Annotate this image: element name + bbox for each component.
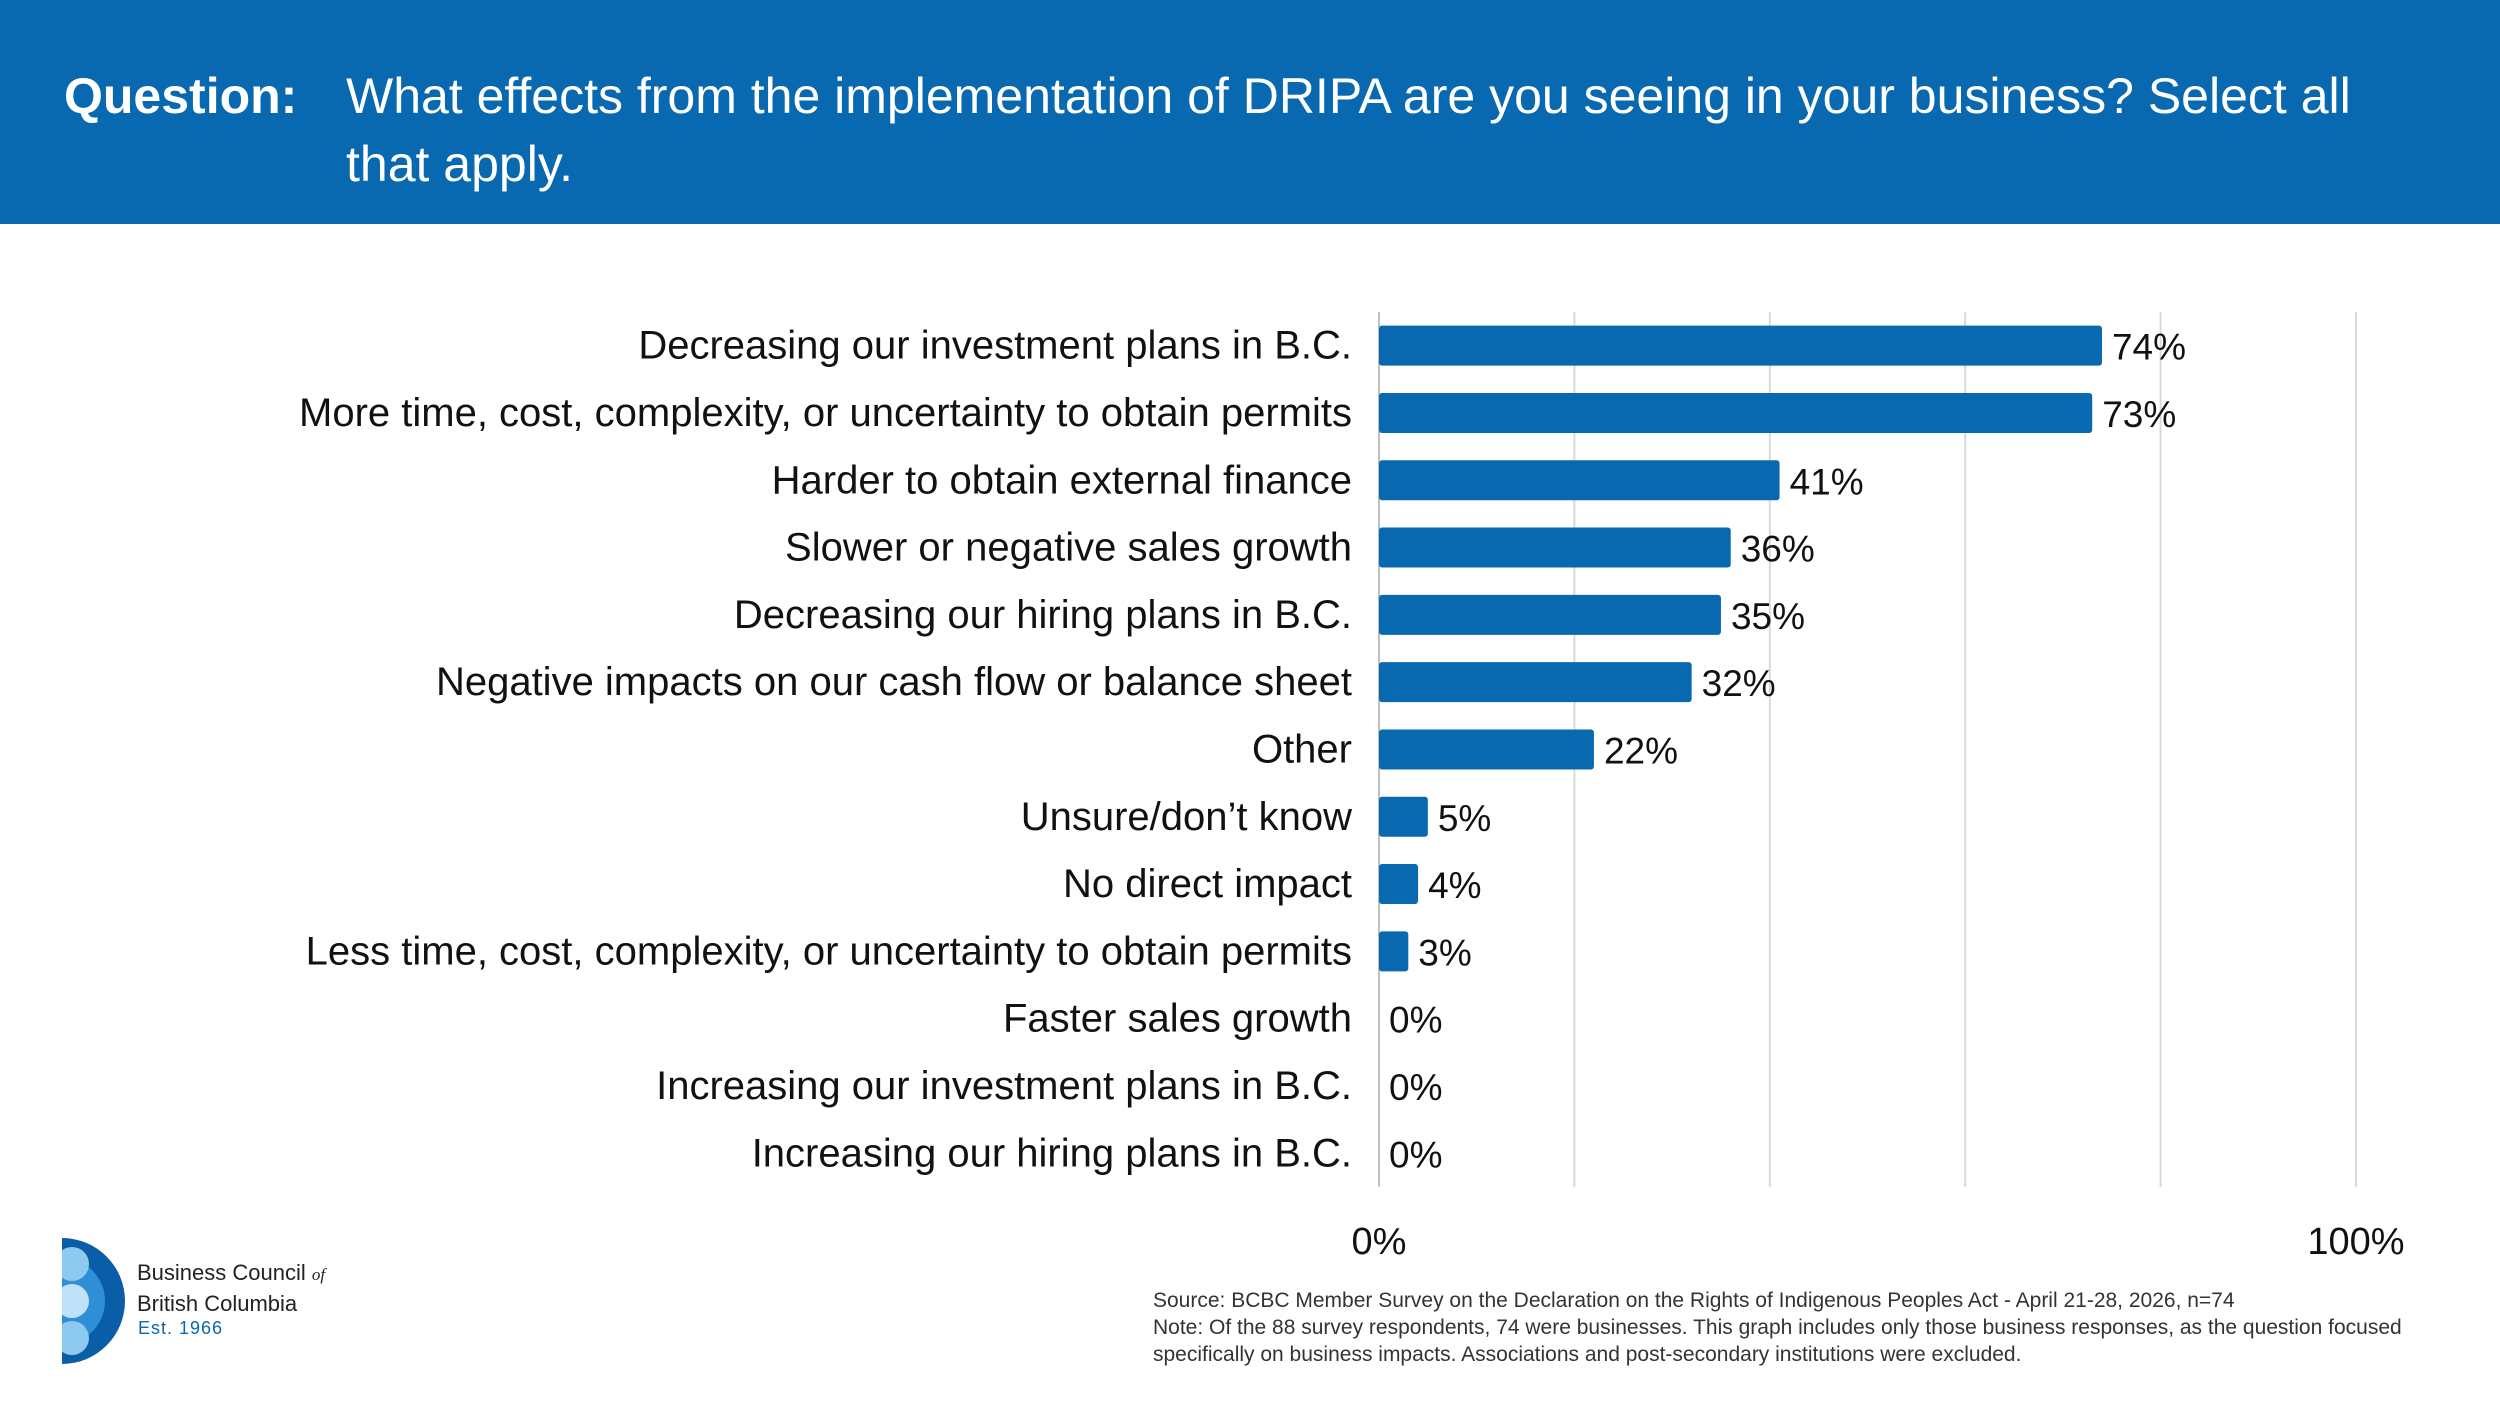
bar xyxy=(1379,460,1780,501)
category-label: Other xyxy=(1252,727,1352,771)
logo-line1: Business Council xyxy=(137,1260,306,1285)
data-label: 41% xyxy=(1790,461,1864,502)
data-label: 5% xyxy=(1438,798,1491,839)
data-label: 36% xyxy=(1741,529,1815,570)
bar xyxy=(1379,931,1409,972)
data-label: 74% xyxy=(2112,327,2186,368)
data-label: 4% xyxy=(1428,865,1481,906)
question-text: What effects from the implementation of … xyxy=(346,68,2351,192)
data-label: 22% xyxy=(1604,730,1678,771)
category-label: Harder to obtain external finance xyxy=(772,458,1352,502)
category-label: Slower or negative sales growth xyxy=(785,526,1352,570)
data-label: 73% xyxy=(2102,394,2176,435)
category-label: Negative impacts on our cash flow or bal… xyxy=(436,660,1352,704)
category-label: Increasing our investment plans in B.C. xyxy=(656,1064,1352,1108)
question-banner: Question: What effects from the implemen… xyxy=(0,0,2500,224)
bar xyxy=(1379,796,1428,837)
bar xyxy=(1379,527,1731,568)
data-label: 0% xyxy=(1389,1134,1442,1175)
logo-of: of xyxy=(311,1265,326,1284)
category-label: Decreasing our investment plans in B.C. xyxy=(638,324,1352,368)
x-tick-label: 100% xyxy=(2307,1221,2404,1263)
logo-wordmark: Business Council of British Columbia xyxy=(137,1258,325,1318)
bar xyxy=(1379,864,1419,905)
bar xyxy=(1379,594,1721,635)
category-label: Less time, cost, complexity, or uncertai… xyxy=(306,929,1352,973)
data-label: 35% xyxy=(1731,596,1805,637)
category-label: Unsure/don’t know xyxy=(1021,795,1352,839)
data-label: 3% xyxy=(1418,932,1471,973)
category-label: More time, cost, complexity, or uncertai… xyxy=(299,391,1352,435)
category-label: Faster sales growth xyxy=(1003,997,1352,1041)
data-label: 0% xyxy=(1389,1000,1442,1041)
bcbc-logo-icon xyxy=(60,1236,125,1366)
data-label: 32% xyxy=(1702,663,1776,704)
methodology-note: Note: Of the 88 survey respondents, 74 w… xyxy=(1153,1316,2402,1366)
logo-est: Est. 1966 xyxy=(138,1318,224,1338)
question-label: Question: xyxy=(64,68,298,124)
source-note: Source: BCBC Member Survey on the Declar… xyxy=(1153,1289,2235,1312)
category-label: No direct impact xyxy=(1063,862,1352,906)
x-tick-label: 0% xyxy=(1352,1221,1407,1263)
bar xyxy=(1379,729,1594,770)
category-label: Increasing our hiring plans in B.C. xyxy=(752,1131,1352,1175)
chart-footnote: Source: BCBC Member Survey on the Declar… xyxy=(1153,1287,2463,1368)
logo-line2: British Columbia xyxy=(137,1291,298,1316)
bar xyxy=(1379,662,1692,703)
bar xyxy=(1379,325,2102,366)
bar xyxy=(1379,392,2093,433)
category-label: Decreasing our hiring plans in B.C. xyxy=(734,593,1352,637)
data-label: 0% xyxy=(1389,1067,1442,1108)
